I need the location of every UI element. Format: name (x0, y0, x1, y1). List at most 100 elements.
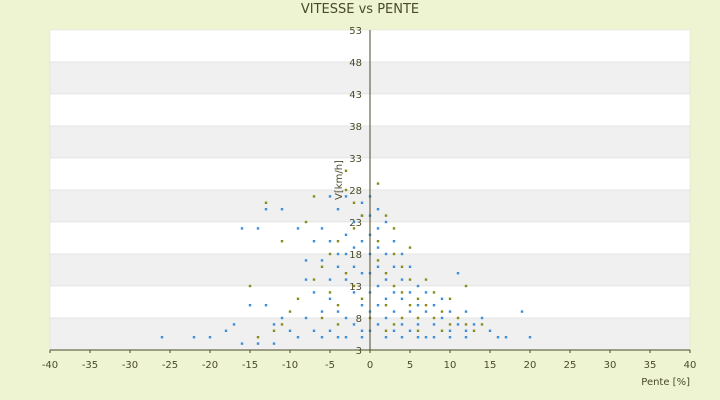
data-point (464, 336, 468, 339)
x-tick-label: 30 (604, 360, 617, 371)
data-point (272, 329, 276, 332)
data-point (344, 336, 348, 339)
data-point (192, 336, 196, 339)
data-point (248, 304, 252, 307)
x-tick-label: 20 (524, 360, 537, 371)
data-point (472, 329, 476, 332)
data-point (480, 316, 484, 320)
data-point (304, 278, 308, 281)
data-point (296, 227, 300, 230)
x-tick-label: -5 (325, 360, 335, 371)
data-point (312, 329, 316, 332)
x-tick-label: 40 (684, 360, 697, 371)
data-point (256, 336, 260, 339)
data-point (432, 304, 436, 307)
data-point (416, 304, 420, 307)
data-point (344, 188, 348, 192)
data-point (360, 214, 364, 217)
data-point (376, 284, 380, 288)
data-point (280, 240, 284, 243)
data-point (392, 284, 396, 288)
data-point (392, 227, 396, 230)
data-point (384, 304, 388, 307)
y-tick-label: 28 (349, 186, 362, 197)
data-point (464, 323, 468, 326)
data-point (400, 291, 404, 294)
x-tick-label: 15 (484, 360, 497, 371)
data-point (360, 329, 364, 332)
data-point (528, 336, 532, 339)
data-point (360, 272, 364, 275)
data-point (376, 265, 380, 268)
y-axis-label: V[km/h] (334, 160, 345, 200)
data-point (344, 316, 348, 320)
data-point (320, 310, 324, 313)
data-point (416, 297, 420, 300)
data-point (488, 329, 492, 332)
x-tick-label: 25 (564, 360, 577, 371)
data-point (424, 310, 428, 313)
data-point (288, 329, 292, 332)
data-point (472, 323, 476, 326)
data-point (400, 297, 404, 300)
chart-title: VITESSE vs PENTE (300, 2, 420, 17)
data-point (432, 323, 436, 326)
data-point (440, 329, 444, 332)
data-point (504, 336, 508, 339)
data-point (480, 323, 484, 326)
data-point (432, 336, 436, 339)
x-tick-labels: -40 -35 -30 -25 -20 -15 -10 -5 0 5 10 15 20 25 30 35 40 (42, 350, 697, 371)
data-point (392, 323, 396, 326)
data-point (320, 259, 324, 262)
data-point (432, 291, 436, 294)
data-point (352, 291, 356, 294)
data-point (392, 265, 396, 268)
data-point (384, 220, 388, 224)
data-point (360, 304, 364, 307)
data-point (384, 329, 388, 332)
data-point (456, 272, 460, 275)
data-point (280, 316, 284, 320)
data-point (408, 246, 412, 249)
data-point (224, 329, 228, 332)
data-point (240, 227, 244, 230)
x-tick-label: -25 (162, 360, 178, 371)
data-point (280, 323, 284, 326)
x-tick-label: 35 (644, 360, 657, 371)
y-tick-labels: 53 48 43 38 33 28 23 18 13 8 3 (349, 26, 362, 357)
data-point (408, 291, 412, 294)
data-point (496, 336, 500, 339)
y-tick-label: 48 (349, 58, 362, 69)
y-tick-label: 3 (356, 346, 362, 357)
data-point (400, 265, 404, 268)
data-point (456, 323, 460, 326)
data-point (344, 278, 348, 281)
data-point (464, 310, 468, 313)
data-point (328, 329, 332, 332)
data-point (416, 323, 420, 326)
data-point (416, 329, 420, 332)
data-point (384, 252, 388, 256)
data-point (336, 252, 340, 256)
data-point (336, 265, 340, 268)
data-point (280, 208, 284, 211)
data-point (320, 227, 324, 230)
data-point (464, 284, 468, 288)
data-point (256, 227, 260, 230)
data-point (456, 316, 460, 320)
data-point (408, 278, 412, 281)
data-point (344, 233, 348, 236)
data-point (352, 220, 356, 224)
data-point (304, 316, 308, 320)
data-point (424, 336, 428, 339)
data-point (320, 265, 324, 268)
data-point (400, 278, 404, 281)
data-point (384, 278, 388, 281)
data-point (424, 304, 428, 307)
data-point (288, 310, 292, 313)
data-point (336, 336, 340, 339)
data-point (464, 329, 468, 332)
data-point (248, 284, 252, 288)
data-point (328, 278, 332, 281)
data-point (264, 201, 268, 204)
